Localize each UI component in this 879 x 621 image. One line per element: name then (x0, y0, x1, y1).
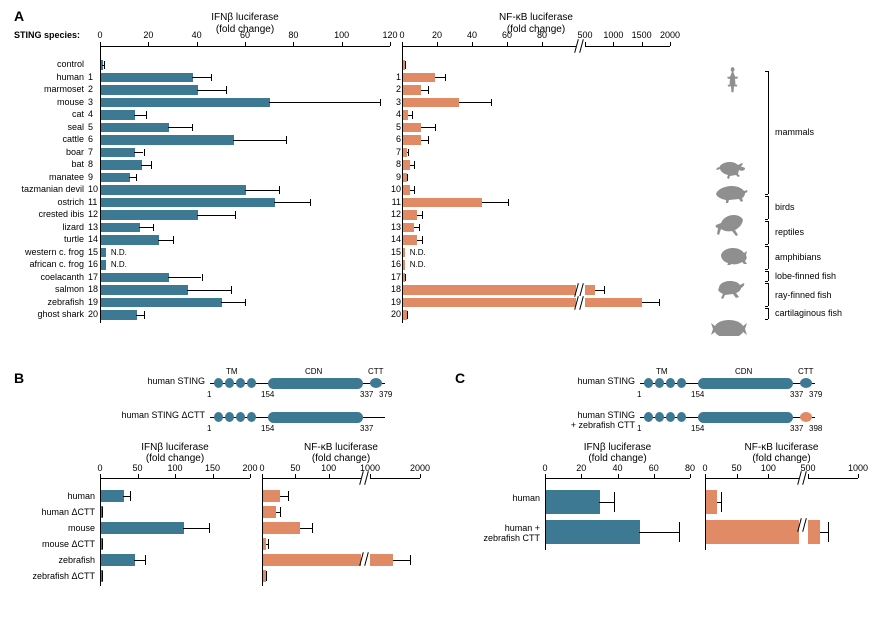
row-label-salmon: salmon (0, 284, 84, 294)
row-label-crested-ibis: crested ibis (0, 209, 84, 219)
silhouette-icon (713, 155, 749, 182)
row-label-cattle: cattle (0, 134, 84, 144)
panel-c-label: C (455, 370, 465, 386)
silhouette-icon (711, 180, 751, 207)
row-label-control: control (0, 59, 84, 69)
row-label-african-c--frog: african c. frog (0, 259, 84, 269)
row-label-human: human (0, 72, 84, 82)
group-lobe-finned-fish: lobe-finned fish (775, 271, 836, 281)
row-label-coelacanth: coelacanth (0, 272, 84, 282)
group-birds: birds (775, 202, 795, 212)
silhouette-icon (713, 243, 749, 268)
figure-root: AIFNβ luciferase(fold change)NF-κB lucif… (0, 0, 879, 621)
row-label-boar: boar (0, 147, 84, 157)
row-label-ghost-shark: ghost shark (0, 309, 84, 319)
panel-a-label: A (14, 8, 24, 24)
row-label-seal: seal (0, 122, 84, 132)
row-label-mouse: mouse (0, 97, 84, 107)
row-label-lizard: lizard (0, 222, 84, 232)
row-label-manatee: manatee (0, 172, 84, 182)
row-label-tazmanian-devil: tazmanian devil (0, 184, 84, 194)
group-mammals: mammals (775, 127, 814, 137)
sting-species-label: STING species: (14, 30, 80, 40)
silhouette-icon (711, 316, 751, 339)
row-label-ostrich: ostrich (0, 197, 84, 207)
group-cartilaginous-fish: cartilaginous fish (775, 308, 842, 318)
panel-b-label: B (14, 370, 24, 386)
row-label-bat: bat (0, 159, 84, 169)
silhouette-icon (720, 65, 746, 100)
row-label-turtle: turtle (0, 234, 84, 244)
row-label-zebrafish: zebrafish (0, 297, 84, 307)
group-reptiles: reptiles (775, 227, 804, 237)
group-ray-finned-fish: ray-finned fish (775, 290, 832, 300)
silhouette-icon (713, 276, 747, 303)
silhouette-icon (713, 212, 749, 241)
row-label-cat: cat (0, 109, 84, 119)
group-amphibians: amphibians (775, 252, 821, 262)
row-label-marmoset: marmoset (0, 84, 84, 94)
row-label-western-c--frog: western c. frog (0, 247, 84, 257)
